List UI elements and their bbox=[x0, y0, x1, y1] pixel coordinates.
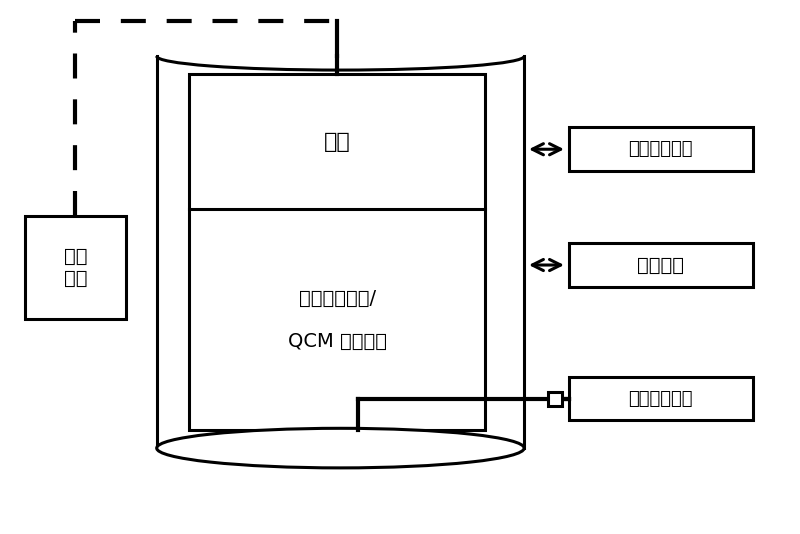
Text: 测量控制系统: 测量控制系统 bbox=[629, 390, 693, 407]
Bar bbox=[569, 244, 753, 287]
Bar bbox=[190, 74, 486, 430]
Bar bbox=[569, 128, 753, 171]
Bar bbox=[569, 377, 753, 420]
Bar bbox=[25, 216, 126, 319]
Bar bbox=[548, 392, 562, 405]
Text: 液态
储槽: 液态 储槽 bbox=[63, 247, 87, 288]
Ellipse shape bbox=[157, 428, 524, 468]
Text: 冷屏: 冷屏 bbox=[324, 132, 351, 152]
Text: 复压系统: 复压系统 bbox=[637, 256, 684, 274]
Text: QCM 探头试验: QCM 探头试验 bbox=[288, 332, 387, 351]
Text: 真空抽气系统: 真空抽气系统 bbox=[629, 140, 693, 158]
Text: 晶片试验装置/: 晶片试验装置/ bbox=[299, 288, 376, 308]
